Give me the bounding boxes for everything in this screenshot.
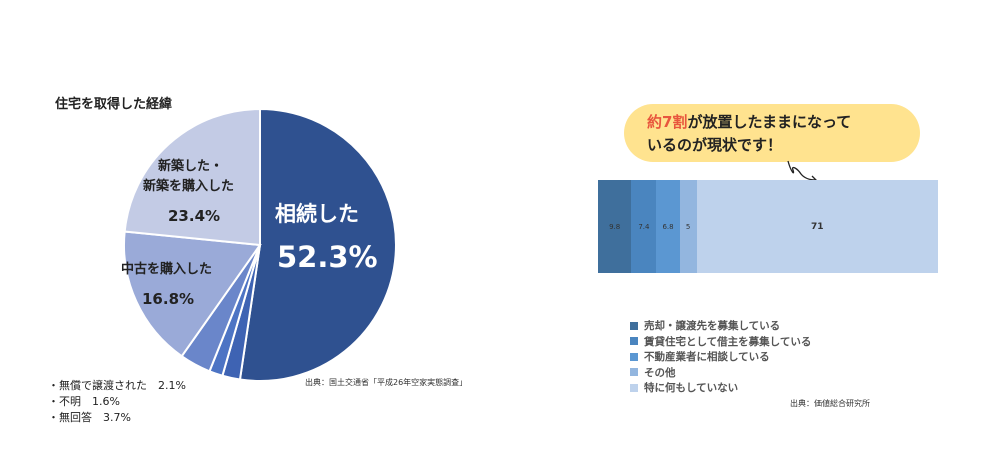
note-no-answer: ・無回答 3.7% (48, 411, 131, 424)
pie-slice-5 (123, 107, 261, 247)
legend-label-1: 賃貸住宅として借主を募集している (644, 335, 812, 348)
legend-swatch-4 (630, 383, 638, 392)
bar-segment-label-3: 5 (685, 222, 691, 231)
legend-item-1: 賃貸住宅として借主を募集している (630, 334, 811, 350)
pie-chart (123, 107, 397, 382)
legend-label-2: 不動産業者に相談している (644, 351, 770, 364)
pie-slice-0 (238, 107, 397, 382)
slice-value-inherited: 52.3% (277, 240, 378, 274)
slice-label-used-purchase: 中古を購入した (121, 262, 213, 277)
legend-label-0: 売却・譲渡先を募集している (644, 320, 781, 333)
bar-segment-label-1: 7.4 (638, 222, 650, 231)
callout-highlight: 約7割 (647, 113, 688, 131)
pie-minor-notes: ・無償で譲渡された 2.1% ・不明 1.6% ・無回答 3.7% (48, 378, 186, 426)
note-unknown: ・不明 1.6% (48, 395, 120, 408)
legend-swatch-0 (630, 321, 638, 330)
slice-label-new-build-line2: 新築を購入した (143, 179, 235, 194)
slice-value-new-build: 23.4% (168, 207, 221, 225)
bar-segment-label-4: 71 (811, 221, 824, 232)
legend-item-4: 特に何もしていない (630, 380, 811, 396)
bar-segment-3: 5 (679, 180, 697, 273)
legend-label-4: 特に何もしていない (644, 382, 739, 395)
callout-line-1: 約7割が放置したままになって (647, 111, 851, 134)
slice-value-used-purchase: 16.8% (142, 290, 195, 308)
note-free-transfer: ・無償で譲渡された 2.1% (48, 379, 186, 392)
bar-segment-2: 6.8 (656, 180, 680, 273)
pie-chart-title: 住宅を取得した経緯 (55, 97, 173, 112)
legend-swatch-3 (630, 368, 638, 377)
bar-legend: 売却・譲渡先を募集している賃貸住宅として借主を募集している 不動産業者に相談してい… (630, 318, 811, 396)
pie-slice-4 (123, 230, 262, 358)
bar-source: 出典：価値総合研究所 (790, 399, 870, 408)
callout-line-2: いるのが現状です！ (647, 136, 783, 154)
legend-label-3: その他 (644, 366, 676, 379)
legend-swatch-2 (630, 352, 638, 361)
legend-item-0: 売却・譲渡先を募集している (630, 318, 811, 334)
callout-line-1-rest: が放置したままになって (687, 113, 852, 131)
bar-segment-0: 9.8 (598, 180, 632, 273)
bar-segment-1: 7.4 (631, 180, 657, 273)
legend-item-3: その他 (630, 365, 811, 381)
bar-segment-label-2: 6.8 (662, 222, 674, 231)
slice-label-inherited: 相続した (275, 202, 359, 226)
bar-segment-label-0: 9.8 (609, 222, 621, 231)
pie-source: 出典：国土交通省「平成26年空家実態調査」 (305, 378, 468, 387)
callout-bubble (624, 104, 920, 162)
stacked-bar: 9.8 7.4 6.8 5 71 (598, 180, 938, 273)
legend-swatch-1 (630, 337, 638, 346)
slice-label-new-build-line1: 新築した・ (158, 159, 224, 174)
legend-item-2: 不動産業者に相談している (630, 349, 811, 365)
bar-segment-4: 71 (696, 180, 938, 273)
callout-text: 約7割が放置したままになって いるのが現状です！ (647, 111, 851, 157)
